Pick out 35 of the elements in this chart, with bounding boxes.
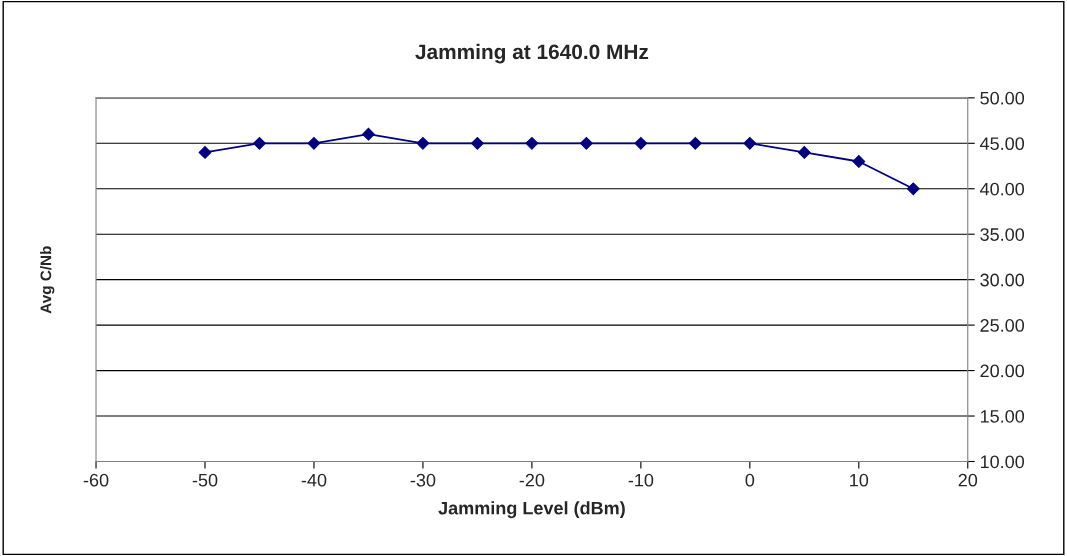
point: [362, 127, 375, 141]
chart-title: Jamming at 1640.0 MHz: [415, 43, 649, 64]
point: [579, 136, 593, 150]
point: [852, 155, 866, 168]
point: [253, 136, 266, 150]
y-tick-label: 25.00: [980, 319, 1025, 332]
x-tick-label: 10: [850, 473, 869, 487]
x-tick-label: -10: [628, 473, 654, 487]
y-tick-label: 50.00: [980, 91, 1025, 105]
point: [307, 136, 321, 150]
x-tick-label: -40: [301, 473, 327, 487]
y-tick-label: 10.00: [980, 455, 1025, 469]
point: [743, 136, 757, 150]
x-tick-label: -50: [192, 473, 218, 487]
point: [416, 136, 430, 150]
point: [198, 145, 212, 159]
y-tick-label: 15.00: [980, 409, 1025, 423]
y-tick-label: 30.00: [980, 273, 1025, 287]
point: [688, 136, 702, 150]
x-axis-title: Jamming Level (dBm): [438, 501, 625, 519]
x-tick-label: -30: [410, 473, 436, 487]
y-tick-label: 35.00: [980, 228, 1025, 241]
x-tick-label: -20: [519, 473, 545, 487]
point: [797, 145, 811, 159]
point: [906, 182, 920, 196]
y-tick-label: 20.00: [980, 364, 1025, 378]
point: [634, 136, 648, 150]
y-axis-title: Avg C/Nb: [40, 246, 55, 314]
point: [471, 136, 484, 150]
point: [525, 136, 539, 150]
x-tick-label: 20: [958, 473, 978, 487]
y-tick-label: 40.00: [979, 182, 1025, 196]
x-tick-label: 0: [745, 473, 755, 487]
y-tick-label: 45.00: [979, 137, 1025, 151]
x-tick-label: -60: [83, 473, 109, 487]
